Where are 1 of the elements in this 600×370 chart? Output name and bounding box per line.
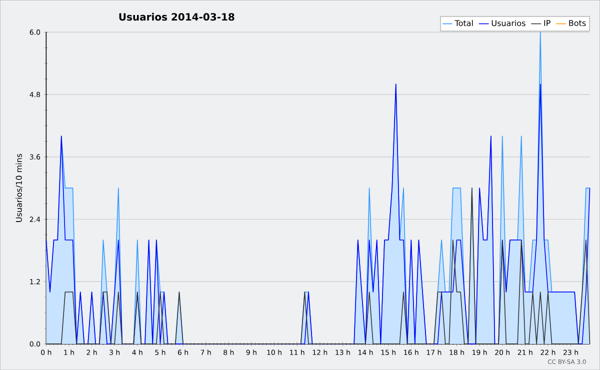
chart-title: Usuarios 2014-03-18 [119, 12, 234, 21]
